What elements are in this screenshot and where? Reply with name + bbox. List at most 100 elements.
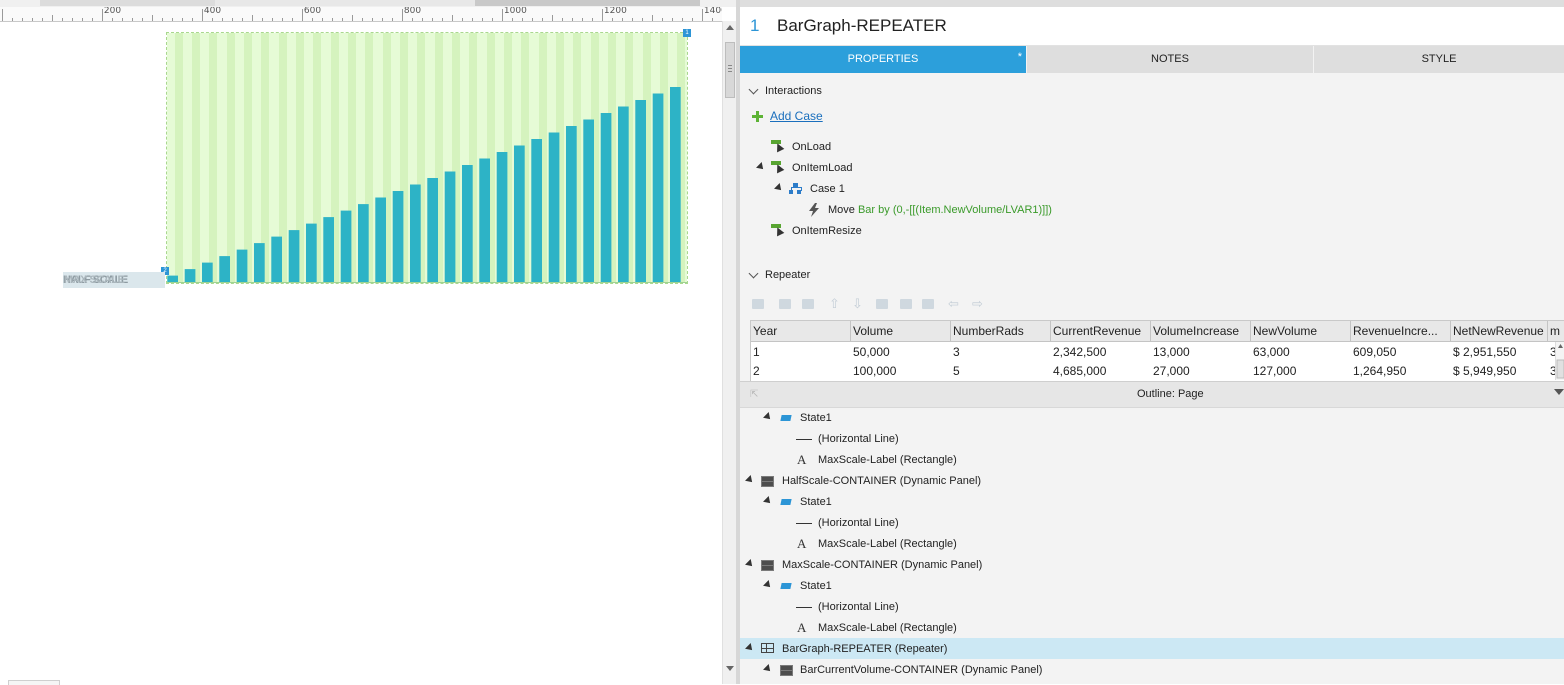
column-header[interactable]: Volume (851, 321, 951, 342)
insert-column-right-icon[interactable] (900, 299, 912, 309)
tab-notes[interactable]: NOTES (1027, 46, 1313, 73)
tab-properties[interactable]: PROPERTIES * (740, 46, 1026, 73)
bar-28[interactable] (635, 100, 646, 282)
bar-21[interactable] (514, 146, 525, 283)
interactions-heading[interactable]: Interactions (765, 85, 822, 97)
insert-row-icon[interactable] (752, 299, 764, 309)
insert-column-left-icon[interactable] (876, 299, 888, 309)
table-cell[interactable]: 63,000 (1251, 343, 1351, 362)
widget-handle-marker[interactable]: 1 (683, 29, 691, 37)
ruler-tick (652, 15, 653, 21)
bar-3[interactable] (202, 263, 213, 282)
widget-index: 1 (750, 16, 759, 36)
half-scale-label[interactable]: HALF SCALE MAX SCALE (63, 272, 165, 288)
canvas-horizontal-scrollbar[interactable] (8, 680, 60, 685)
widget-name[interactable]: BarGraph-REPEATER (777, 16, 947, 36)
canvas-vertical-scrollbar[interactable] (722, 21, 737, 684)
bar-16[interactable] (427, 178, 438, 282)
column-header[interactable]: Year (751, 321, 851, 342)
column-header[interactable]: RevenueIncre... (1351, 321, 1451, 342)
table-cell[interactable]: 3 (951, 343, 1051, 362)
bar-25[interactable] (583, 120, 594, 283)
column-header[interactable]: NumberRads (951, 321, 1051, 342)
table-cell[interactable]: $ 5,949,950 (1451, 362, 1548, 381)
bar-20[interactable] (497, 152, 508, 282)
bar-7[interactable] (271, 237, 282, 282)
scrollbar-thumb[interactable] (725, 42, 735, 98)
bar-2[interactable] (185, 269, 196, 282)
table-cell[interactable]: 27,000 (1151, 362, 1251, 381)
bar-9[interactable] (306, 224, 317, 282)
table-cell[interactable]: 127,000 (1251, 362, 1351, 381)
add-case-link[interactable]: Add Case (770, 109, 823, 123)
bar-30[interactable] (670, 87, 681, 282)
bar-24[interactable] (566, 126, 577, 282)
table-cell[interactable]: 100,000 (851, 362, 951, 381)
column-header[interactable]: NetNewRevenue (1451, 321, 1548, 342)
outline-row[interactable] (740, 407, 1564, 428)
column-header[interactable]: NewVolume (1251, 321, 1351, 342)
bar-12[interactable] (358, 204, 369, 282)
outline-item-label: BarCurrentVolume-CONTAINER (Dynamic Pane… (800, 664, 1042, 676)
move-right-icon[interactable]: ⇨ (972, 296, 983, 312)
case-item[interactable]: Case 1 (810, 183, 845, 195)
bar-13[interactable] (375, 198, 386, 283)
move-down-icon[interactable]: ⇩ (852, 296, 863, 312)
bar-17[interactable] (445, 172, 456, 283)
bar-4[interactable] (219, 256, 230, 282)
ruler-tick (522, 18, 523, 21)
bar-18[interactable] (462, 165, 473, 282)
repeater-heading[interactable]: Repeater (765, 269, 810, 281)
bar-10[interactable] (323, 217, 334, 282)
ruler-tick (102, 9, 103, 21)
horizontal-line-icon (796, 523, 812, 524)
insert-column-icon[interactable] (779, 299, 791, 309)
bar-22[interactable] (531, 139, 542, 282)
plus-icon[interactable] (752, 111, 763, 122)
move-left-icon[interactable]: ⇦ (948, 296, 959, 312)
table-cell[interactable]: 5 (951, 362, 1051, 381)
event-onitemresize[interactable]: OnItemResize (792, 225, 862, 237)
table-cell[interactable]: 1 (751, 343, 851, 362)
delete-row-icon[interactable] (802, 299, 814, 309)
table-cell[interactable]: 1,264,950 (1351, 362, 1451, 381)
table-cell[interactable]: 4,685,000 (1051, 362, 1151, 381)
table-cell[interactable]: 2 (751, 362, 851, 381)
filter-icon[interactable] (1554, 389, 1564, 395)
event-onitemload[interactable]: OnItemLoad (792, 162, 853, 174)
repeater-toolbar: ⇧ ⇩ ⇦ ⇨ (752, 296, 1012, 312)
move-up-icon[interactable]: ⇧ (829, 296, 840, 312)
action-item[interactable]: Move Bar by (0,-[[(Item.NewVolume/LVAR1)… (828, 204, 1052, 216)
bar-27[interactable] (618, 107, 629, 283)
delete-column-icon[interactable] (922, 299, 934, 309)
event-onload[interactable]: OnLoad (792, 141, 831, 153)
table-cell[interactable]: 609,050 (1351, 343, 1451, 362)
table-cell[interactable]: $ 2,951,550 (1451, 343, 1548, 362)
column-header[interactable]: VolumeIncrease (1151, 321, 1251, 342)
tab-style[interactable]: STYLE (1314, 46, 1564, 73)
bar-11[interactable] (341, 211, 352, 282)
collapse-arrow-icon[interactable]: ⇱ (750, 389, 758, 400)
bar-14[interactable] (393, 191, 404, 282)
table-cell[interactable]: 50,000 (851, 343, 951, 362)
scroll-down-icon[interactable] (726, 666, 734, 671)
bar-23[interactable] (549, 133, 560, 283)
bar-15[interactable] (410, 185, 421, 283)
column-header[interactable]: m (1548, 321, 1564, 342)
bar-29[interactable] (653, 94, 664, 283)
scroll-up-icon[interactable] (726, 25, 734, 30)
bar-6[interactable] (254, 243, 265, 282)
outline-row[interactable] (740, 491, 1564, 512)
bar-19[interactable] (479, 159, 490, 283)
column-header[interactable]: CurrentRevenue (1051, 321, 1151, 342)
dynamic-panel-icon (761, 560, 774, 569)
outline-row[interactable] (740, 575, 1564, 596)
bar-8[interactable] (289, 230, 300, 282)
text-label-icon: A (797, 536, 806, 552)
table-cell[interactable]: 13,000 (1151, 343, 1251, 362)
bar-5[interactable] (237, 250, 248, 282)
table-cell[interactable]: 2,342,500 (1051, 343, 1151, 362)
bar-26[interactable] (601, 113, 612, 282)
grid-vertical-scrollbar[interactable] (1555, 342, 1564, 380)
